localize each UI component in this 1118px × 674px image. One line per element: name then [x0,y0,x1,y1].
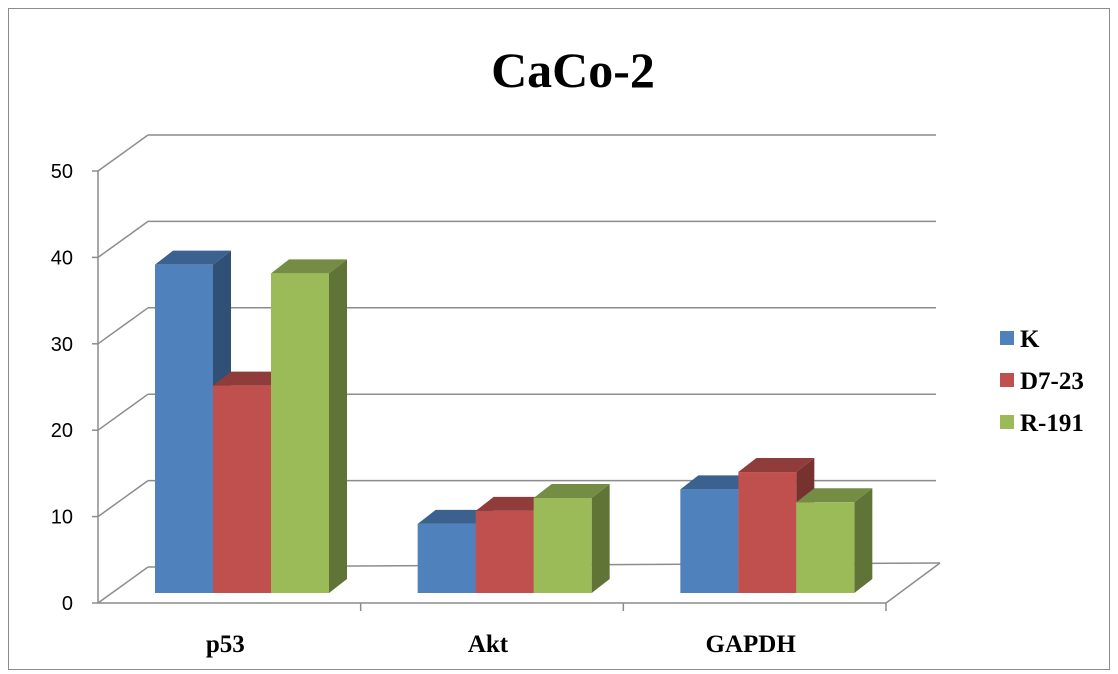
gridline-diagonal [97,220,149,259]
legend-label: D7-23 [1020,368,1084,395]
chart-title: CaCo-2 [491,42,655,98]
bar-front [796,502,855,593]
legend-swatch [1000,331,1014,345]
category-label: GAPDH [706,631,797,658]
bar-top [680,475,757,490]
bar-front [155,264,213,593]
gridline-diagonal [97,393,149,431]
legend-label: R-191 [1020,410,1084,437]
y-tick-label: 30 [51,334,73,356]
bar-top [213,371,289,386]
legend-item: D7-23 [1000,368,1084,395]
legend-label: K [1020,326,1040,353]
y-tick-label: 0 [62,593,73,615]
bar-side [854,488,873,593]
bar-front [475,510,534,593]
legend: K D7-23 R-191 [1000,326,1084,437]
bar-side [591,483,610,593]
bar-side [329,259,347,593]
y-tick-label: 20 [51,420,73,442]
bar-front [738,472,797,593]
y-tick-label: 10 [51,507,73,529]
gridline-diagonal [97,307,149,345]
bar-front [417,523,476,593]
bars [155,250,873,593]
category-label: Akt [468,631,509,658]
bar-top [417,509,494,524]
bar-front [213,385,271,593]
floor-right-edge [885,562,941,604]
bar-top [738,458,815,473]
legend-item: R-191 [1000,410,1084,437]
gridline-diagonal [97,134,149,172]
bar-r-191-p53 [271,259,347,593]
y-axis-ticks: 0 10 20 30 40 50 [51,161,73,615]
bar-top [475,496,552,511]
bar-top [271,259,347,274]
bar-k-akt [417,509,494,593]
bar-top [796,488,873,503]
y-tick-label: 40 [51,247,73,269]
bar-r-191-gapdh [796,488,873,593]
bar-top [155,250,231,265]
x-axis-categories: p53 Akt GAPDH [206,631,796,658]
category-label: p53 [206,631,245,658]
bar-front [680,489,739,593]
legend-item: K [1000,326,1040,353]
bar-r-191-akt [533,483,610,593]
bar-top [533,483,610,498]
axes [92,170,887,611]
gridline-diagonal [97,566,149,604]
bar-front [271,273,329,593]
bar-front [533,497,592,593]
y-tick-label: 50 [51,161,73,183]
legend-swatch [1000,415,1014,429]
gridline-diagonal [97,479,149,518]
legend-swatch [1000,373,1014,387]
